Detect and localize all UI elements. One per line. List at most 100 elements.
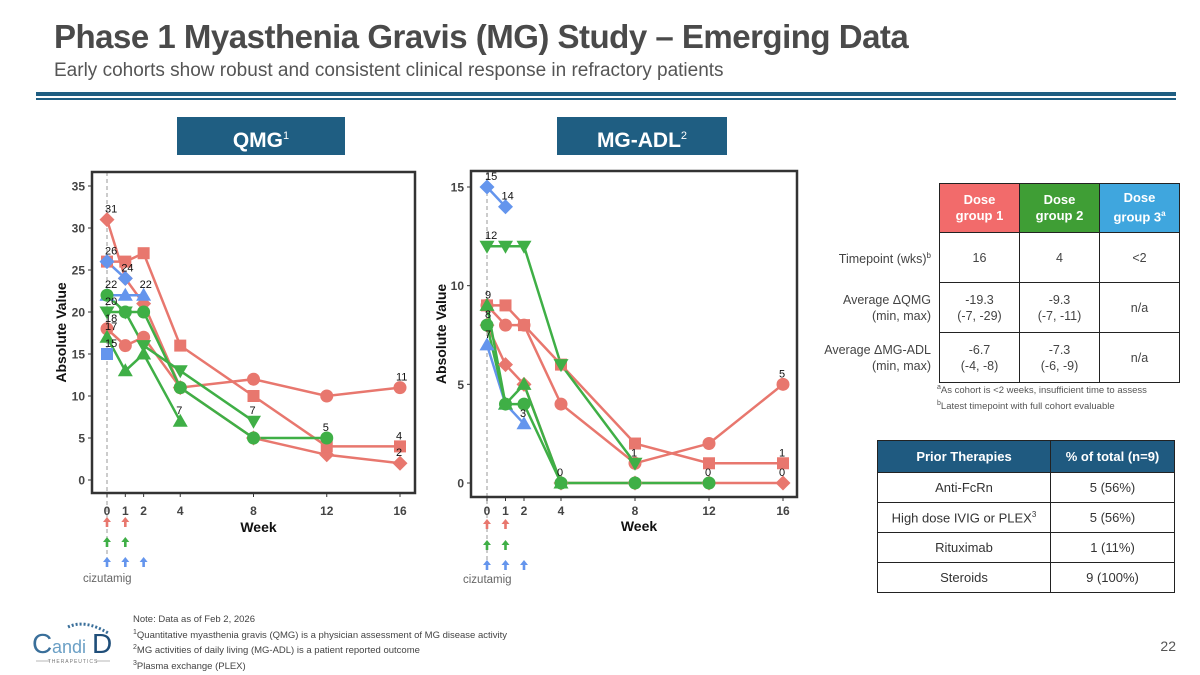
note: 1Quantitative myasthenia gravis (QMG) is… xyxy=(133,628,508,641)
table-footnotes: aAs cohort is <2 weeks, insufficient tim… xyxy=(937,381,1147,413)
marker-square xyxy=(247,390,260,402)
row-label: Timepoint (wks)b xyxy=(838,250,931,267)
y-tick-label: 35 xyxy=(72,180,86,194)
marker-triangle-up xyxy=(516,376,532,390)
qmg-footnote-ref: 1 xyxy=(283,130,290,142)
header-divider xyxy=(36,92,1176,96)
marker-triangle-down xyxy=(246,415,261,429)
x-tick-label: 8 xyxy=(632,504,639,518)
table-cell: 16 xyxy=(939,232,1020,283)
company-logo: C andi D THERAPEUTICS xyxy=(30,615,115,665)
marker-circle xyxy=(702,476,716,490)
qmg-label-text: QMG xyxy=(232,129,284,152)
marker-circle xyxy=(173,381,187,395)
footnote: aAs cohort is <2 weeks, insufficient tim… xyxy=(937,384,1147,397)
x-tick-label: 1 xyxy=(122,504,129,518)
y-tick-label: 0 xyxy=(78,474,85,488)
data-label: 26 xyxy=(105,246,117,258)
marker-circle xyxy=(480,318,494,332)
header-dose-group-2: Dose group 2 xyxy=(1019,183,1100,233)
dose-arrow-icon xyxy=(103,537,111,547)
marker-triangle-up xyxy=(99,329,115,343)
marker-triangle-up xyxy=(479,337,495,351)
x-tick-label: 4 xyxy=(558,504,565,518)
data-label: 15 xyxy=(485,171,497,183)
data-label: 9 xyxy=(485,289,491,301)
table-row: Rituximab 1 (11%) xyxy=(877,532,1175,563)
x-tick-label: 0 xyxy=(484,504,491,518)
data-label: 31 xyxy=(105,204,117,216)
marker-triangle-down xyxy=(498,240,513,254)
therapy-value: 9 (100%) xyxy=(1050,562,1175,593)
marker-square xyxy=(174,339,187,352)
dose-arrow-icon xyxy=(121,537,130,547)
marker-diamond xyxy=(392,455,408,471)
marker-circle xyxy=(776,377,790,391)
dose-group-table: Dose group 1 Dose group 2 Dose group 3a Tim… xyxy=(810,183,1180,383)
plot-frame xyxy=(90,170,417,495)
dose-arrow-icon xyxy=(103,517,111,527)
marker-square xyxy=(499,299,512,312)
marker-circle xyxy=(499,318,512,332)
note: Note: Data as of Feb 2, 2026 xyxy=(133,614,255,626)
dosing-label: cizutamig xyxy=(463,574,512,586)
marker-triangle-down xyxy=(99,306,115,320)
marker-triangle-up xyxy=(136,346,152,360)
therapy-name: Rituximab xyxy=(877,532,1051,563)
therapy-name: Steroids xyxy=(877,562,1051,593)
marker-triangle-up xyxy=(117,363,133,377)
marker-circle xyxy=(517,397,531,411)
row-label: Average ΔMG-ADL (min, max) xyxy=(824,342,931,373)
y-axis-title: Absolute Value xyxy=(433,284,449,385)
x-tick-label: 2 xyxy=(521,504,528,518)
marker-square xyxy=(394,440,406,453)
marker-diamond xyxy=(99,212,115,228)
data-label: 4 xyxy=(396,430,402,442)
page-title: Phase 1 Myasthenia Gravis (MG) Study – E… xyxy=(54,18,909,55)
marker-triangle-down xyxy=(117,306,133,320)
marker-circle xyxy=(320,431,334,445)
adl-footnote-ref: 2 xyxy=(680,130,688,142)
marker-triangle-down xyxy=(172,365,188,379)
data-label: 7 xyxy=(485,329,491,341)
table-row: Average ΔMG-ADL (min, max) -6.7 (-4, -8) -… xyxy=(810,332,1180,383)
x-tick-label: 1 xyxy=(502,504,509,518)
table-cell: -9.3 (-7, -11) xyxy=(1019,282,1100,333)
marker-triangle-up xyxy=(553,475,569,489)
marker-circle xyxy=(628,476,642,490)
x-tick-label: 0 xyxy=(104,504,111,518)
data-label: 22 xyxy=(140,279,152,291)
data-label: 18 xyxy=(105,313,117,325)
table-row: High dose IVIG or PLEX3 5 (56%) xyxy=(877,502,1175,533)
data-label: 0 xyxy=(779,467,785,479)
dose-arrow-icon xyxy=(139,557,148,567)
y-tick-label: 20 xyxy=(72,306,86,320)
marker-triangle-up xyxy=(136,287,152,301)
header-divider-thin xyxy=(36,98,1176,100)
footnotes: Note: Data as of Feb 2, 2026 1Quantitati… xyxy=(133,610,507,674)
marker-circle xyxy=(100,288,114,302)
data-label: 5 xyxy=(323,422,329,434)
page-number: 22 xyxy=(1160,638,1176,654)
y-tick-label: 15 xyxy=(72,348,86,362)
data-label: 3 xyxy=(520,408,526,420)
dose-arrow-icon xyxy=(501,540,510,550)
table-cell: n/a xyxy=(1099,282,1180,333)
marker-square xyxy=(777,457,789,470)
marker-diamond xyxy=(117,270,133,286)
adl-label-text: MG-ADL xyxy=(596,129,681,152)
footnote: bLatest timepoint with full cohort evalu… xyxy=(937,400,1115,413)
marker-circle xyxy=(247,431,260,445)
data-label: 7 xyxy=(250,405,256,417)
header-prior-therapies: Prior Therapies xyxy=(877,440,1051,473)
header-percent-total: % of total (n=9) xyxy=(1050,440,1175,473)
marker-triangle-down xyxy=(479,240,495,254)
dose-arrow-icon xyxy=(121,557,130,567)
prior-therapies-table: Prior Therapies% of total (n=9) Anti-FcR… xyxy=(877,440,1175,593)
data-label: 8 xyxy=(485,309,491,321)
x-tick-label: 2 xyxy=(140,504,147,518)
marker-diamond xyxy=(775,475,791,491)
table-cell: n/a xyxy=(1099,332,1180,383)
table-row: Timepoint (wks)b 16 4 <2 xyxy=(810,232,1180,283)
